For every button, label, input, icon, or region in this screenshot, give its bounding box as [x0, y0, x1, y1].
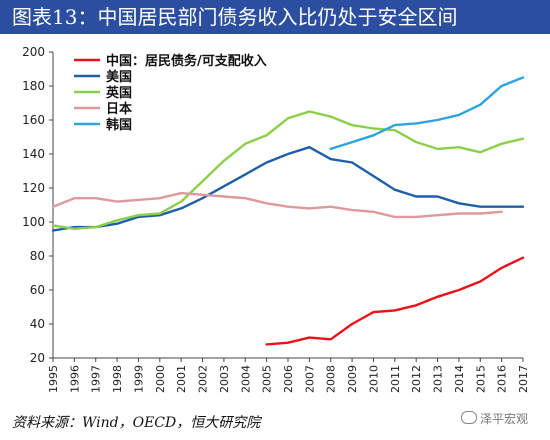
x-tick-label: 2012 [410, 365, 423, 393]
wechat-icon [460, 411, 477, 424]
x-tick-label: 2002 [197, 365, 210, 393]
y-tick-label: 20 [30, 351, 45, 365]
y-tick-label: 180 [22, 79, 45, 93]
chart-title: 图表13：中国居民部门债务收入比仍处于安全区间 [12, 5, 458, 29]
x-tick-label: 2011 [389, 365, 402, 393]
y-tick-label: 60 [30, 283, 45, 297]
watermark: 泽平宏观 [460, 410, 528, 427]
x-tick-label: 2005 [261, 365, 274, 393]
x-tick-label: 2001 [175, 365, 188, 393]
y-tick-label: 80 [30, 249, 45, 263]
y-tick-label: 100 [22, 215, 45, 229]
y-tick-label: 120 [22, 181, 45, 195]
series-line-3 [51, 191, 503, 219]
y-tick-label: 200 [22, 45, 45, 59]
legend-label: 日本 [106, 101, 132, 117]
series-line-0 [265, 256, 525, 346]
y-tick-label: 160 [22, 113, 45, 127]
line-chart: 20 40 60 80 100 120 140 160 180 200 1995 1996 1997 19… [22, 45, 530, 393]
x-tick-label: 2014 [453, 365, 466, 393]
x-tick-label: 1995 [47, 365, 60, 393]
x-tick-label: 2013 [432, 365, 445, 393]
series-line-1 [51, 145, 525, 232]
x-tick-label: 2000 [154, 365, 167, 393]
x-tick-label: 1996 [68, 365, 81, 393]
source-note: 资料来源：Wind，OECD，恒大研究院 [12, 415, 261, 431]
x-tick-label: 1999 [132, 365, 145, 393]
x-tick-label: 2003 [218, 365, 231, 393]
x-tick-label: 2017 [517, 365, 530, 393]
legend-label: 中国：居民债务/可支配收入 [106, 53, 267, 69]
x-tick-label: 2004 [239, 365, 252, 393]
x-tick-label: 2009 [346, 365, 359, 393]
watermark-text: 泽平宏观 [479, 412, 528, 426]
x-tick-label: 2010 [367, 365, 380, 393]
x-tick-label: 2006 [282, 365, 295, 393]
legend-label: 英国 [105, 85, 132, 101]
legend-label: 美国 [106, 69, 132, 85]
x-tick-label: 2008 [325, 365, 338, 393]
x-tick-label: 1997 [90, 365, 103, 393]
x-tick-label: 2007 [303, 365, 316, 393]
legend-label: 韩国 [106, 117, 132, 133]
series-line-4 [329, 76, 525, 151]
x-tick-label: 2016 [496, 365, 509, 393]
series-line-2 [51, 110, 525, 231]
x-tick-label: 2015 [474, 365, 487, 393]
x-tick-label: 1998 [111, 365, 124, 393]
title-bar: 图表13：中国居民部门债务收入比仍处于安全区间 [0, 0, 550, 34]
y-tick-label: 40 [30, 317, 45, 331]
y-tick-label: 140 [22, 147, 45, 161]
